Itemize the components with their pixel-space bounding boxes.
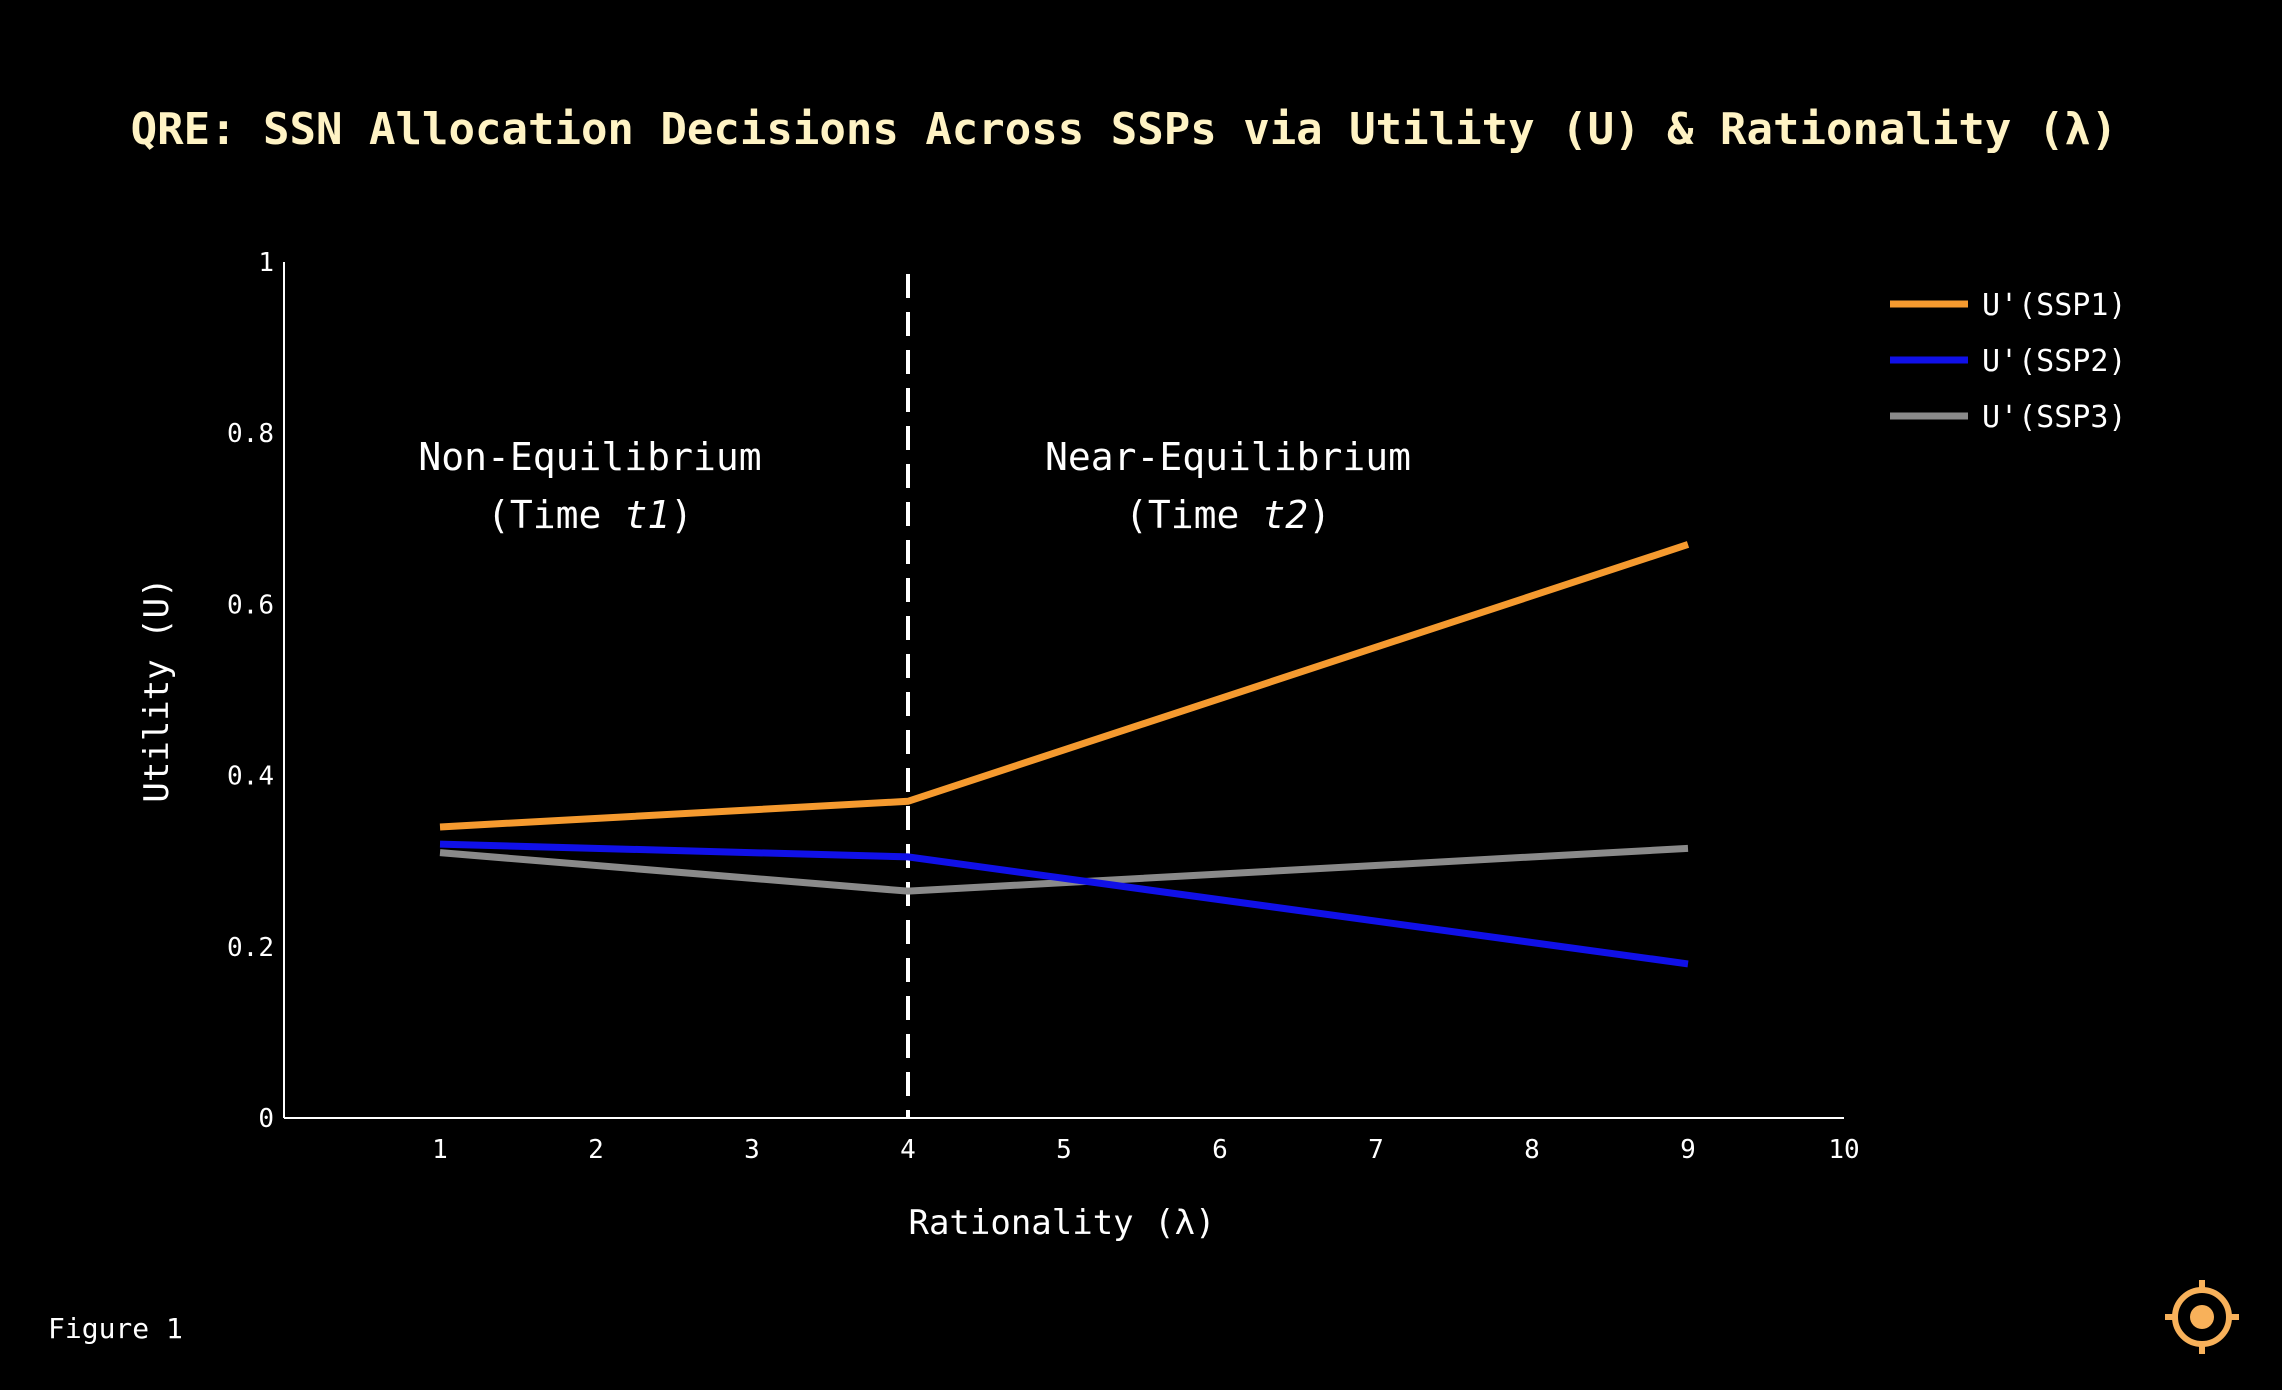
y-tick-label: 1 xyxy=(258,248,274,278)
x-tick-label: 9 xyxy=(1680,1135,1696,1165)
region-time-suffix: ) xyxy=(1308,493,1331,537)
series-line-1 xyxy=(439,541,1690,831)
region-title: Near-Equilibrium xyxy=(1045,435,1411,479)
region-time-value: t2 xyxy=(1262,493,1308,537)
x-axis-label: Rationality (λ) xyxy=(908,1203,1215,1243)
x-tick-label: 8 xyxy=(1524,1135,1540,1165)
region-label-near-equilibrium: Near-Equilibrium (Time t2) xyxy=(1045,435,1411,537)
y-tick-label: 0 xyxy=(258,1104,274,1134)
series-line-2 xyxy=(439,840,1689,968)
x-tick-labels: 1 2 3 4 5 6 7 8 9 10 xyxy=(432,1135,1859,1165)
x-tick-label: 2 xyxy=(588,1135,604,1165)
y-tick-label: 0.8 xyxy=(227,419,274,449)
x-tick-label: 7 xyxy=(1368,1135,1384,1165)
x-tick-label: 1 xyxy=(432,1135,448,1165)
region-time-suffix: ) xyxy=(670,493,693,537)
series-line-3 xyxy=(439,844,1689,895)
x-tick-label: 4 xyxy=(900,1135,916,1165)
x-tick-label: 5 xyxy=(1056,1135,1072,1165)
y-tick-labels: 0 0.2 0.4 0.6 0.8 1 xyxy=(227,248,274,1134)
region-time: (Time t1) xyxy=(487,493,693,537)
region-time-prefix: (Time xyxy=(1125,493,1262,537)
legend-label: U'(SSP3) xyxy=(1982,400,2127,435)
chart-title: QRE: SSN Allocation Decisions Across SSP… xyxy=(131,104,2118,155)
y-tick-label: 0.2 xyxy=(227,933,274,963)
x-tick-label: 6 xyxy=(1212,1135,1228,1165)
y-tick-label: 0.6 xyxy=(227,590,274,620)
region-label-non-equilibrium: Non-Equilibrium (Time t1) xyxy=(418,435,761,537)
legend: U'(SSP1) U'(SSP2) U'(SSP3) xyxy=(1890,288,2127,435)
series-lines xyxy=(439,541,1690,968)
region-time-prefix: (Time xyxy=(487,493,624,537)
figure-label: Figure 1 xyxy=(48,1312,183,1345)
y-tick-label: 0.4 xyxy=(227,762,274,792)
legend-label: U'(SSP2) xyxy=(1982,344,2127,379)
y-axis-label: Utility (U) xyxy=(137,577,177,802)
legend-label: U'(SSP1) xyxy=(1982,288,2127,323)
region-title: Non-Equilibrium xyxy=(418,435,761,479)
x-tick-label: 10 xyxy=(1828,1135,1859,1165)
target-icon xyxy=(2165,1280,2239,1354)
x-tick-label: 3 xyxy=(744,1135,760,1165)
region-time-value: t1 xyxy=(624,493,670,537)
region-time: (Time t2) xyxy=(1125,493,1331,537)
